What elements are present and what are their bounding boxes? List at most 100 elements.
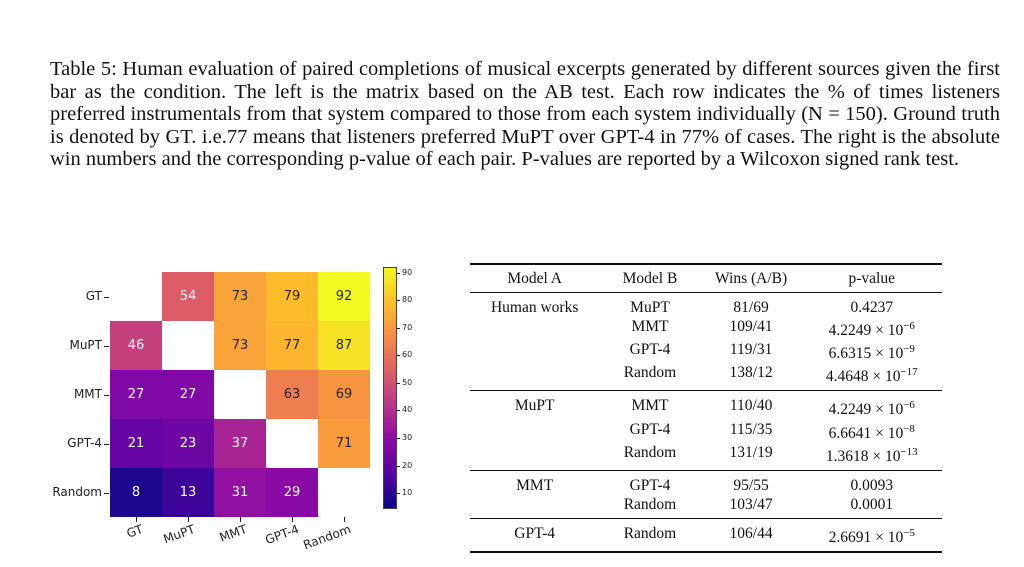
table-row: Random 131/19 1.3618 × 10−13 bbox=[470, 443, 942, 471]
cell-p-value: 4.4648 × 10−17 bbox=[825, 366, 918, 386]
cell-model-b: GPT-4 bbox=[629, 476, 671, 494]
table-row: MMT GPT-4 95/55 0.0093 bbox=[470, 470, 942, 495]
heatmap-row-label: Random bbox=[52, 484, 102, 499]
heatmap-row-label: GT bbox=[85, 288, 102, 303]
heatmap-x-tick bbox=[136, 517, 137, 522]
heatmap-cell bbox=[110, 272, 162, 321]
table-row: GPT-4 Random 106/44 2.6691 × 10−5 bbox=[470, 518, 942, 552]
heatmap-grid: 54 73 79 92 46 73 77 87 27 27 63 69 21 23 37 71 8 13 31 29 bbox=[110, 272, 370, 517]
heatmap-cell: 54 bbox=[162, 272, 214, 321]
cell-wins: 115/35 bbox=[729, 420, 773, 438]
heatmap-cell: 27 bbox=[110, 370, 162, 419]
cell-p-value: 4.2249 × 10−6 bbox=[828, 399, 915, 419]
cell-model-a: Human works bbox=[490, 299, 579, 316]
cell-model-a bbox=[470, 420, 599, 443]
heatmap-row-label: MuPT bbox=[69, 337, 102, 352]
cell-model-b: MuPT bbox=[630, 299, 670, 316]
colorbar-tick-label: 10 bbox=[402, 488, 413, 498]
cell-model-a bbox=[470, 317, 599, 340]
colorbar-tick-label: 80 bbox=[402, 295, 413, 305]
colorbar-tick-label: 40 bbox=[402, 405, 413, 415]
heatmap-cell bbox=[214, 370, 266, 419]
heatmap-x-tick bbox=[188, 517, 189, 522]
heatmap-cell: 92 bbox=[318, 272, 370, 321]
cell-p-value: 4.2249 × 10−6 bbox=[828, 320, 915, 340]
cell-model-a bbox=[470, 495, 599, 519]
colorbar-tick-label: 20 bbox=[402, 460, 413, 470]
cell-model-b: MMT bbox=[631, 318, 669, 335]
cell-model-b: GPT-4 bbox=[629, 420, 671, 438]
colorbar-tick bbox=[396, 465, 400, 467]
heatmap-cell: 69 bbox=[318, 370, 370, 419]
cell-wins: 131/19 bbox=[729, 443, 773, 461]
colorbar-tick-label: 70 bbox=[402, 322, 413, 332]
heatmap-x-tick bbox=[344, 517, 345, 522]
cell-p-value: 2.6691 × 10−5 bbox=[828, 526, 915, 547]
heatmap-cell: 63 bbox=[266, 370, 318, 419]
table-row: MuPT MMT 110/40 4.2249 × 10−6 bbox=[470, 390, 942, 420]
heatmap-cell bbox=[318, 468, 370, 517]
colorbar-tick bbox=[396, 272, 400, 274]
cell-wins: 109/41 bbox=[729, 318, 773, 335]
heatmap-y-tick bbox=[104, 394, 109, 396]
heatmap-y-tick bbox=[104, 345, 109, 347]
cell-model-b: Random bbox=[623, 364, 677, 382]
table-row: GPT-4 115/35 6.6641 × 10−8 bbox=[470, 420, 942, 443]
heatmap-cell: 21 bbox=[110, 419, 162, 468]
colorbar bbox=[383, 267, 397, 509]
colorbar-tick-label: 60 bbox=[402, 350, 413, 360]
cell-model-b: Random bbox=[623, 495, 677, 513]
table-row: Random 103/47 0.0001 bbox=[470, 495, 942, 519]
table-row: MMT 109/41 4.2249 × 10−6 bbox=[470, 317, 942, 340]
heatmap-cell: 37 bbox=[214, 419, 266, 468]
heatmap-cell: 13 bbox=[162, 468, 214, 517]
cell-wins: 103/47 bbox=[729, 495, 773, 513]
heatmap-cell bbox=[266, 419, 318, 468]
results-table: Model A Model B Wins (A/B) p-value Human… bbox=[470, 263, 942, 553]
cell-model-a: MuPT bbox=[514, 397, 555, 415]
colorbar-tick bbox=[396, 410, 400, 412]
heatmap-x-tick bbox=[292, 517, 293, 522]
header-model-b: Model B bbox=[622, 270, 678, 287]
heatmap-cell bbox=[162, 321, 214, 370]
cell-p-value: 0.4237 bbox=[850, 299, 894, 316]
heatmap-cell: 79 bbox=[266, 272, 318, 321]
p-value-exponent: −8 bbox=[903, 422, 915, 435]
heatmap-cell: 31 bbox=[214, 468, 266, 517]
p-value-exponent: −6 bbox=[903, 320, 915, 332]
cell-wins: 138/12 bbox=[729, 364, 773, 382]
cell-model-b: Random bbox=[623, 443, 677, 461]
heatmap-cell: 8 bbox=[110, 468, 162, 517]
cell-wins: 95/55 bbox=[733, 476, 769, 494]
heatmap-cell: 27 bbox=[162, 370, 214, 419]
heatmap-cell: 46 bbox=[110, 321, 162, 370]
heatmap-cell: 77 bbox=[266, 321, 318, 370]
table-body: Human works MuPT 81/69 0.4237 MMT 109/41 4.224… bbox=[470, 292, 942, 553]
p-value-exponent: −5 bbox=[903, 526, 915, 539]
colorbar-tick bbox=[396, 355, 400, 357]
colorbar-tick bbox=[396, 382, 400, 384]
cell-p-value: 6.6315 × 10−9 bbox=[828, 343, 915, 363]
colorbar-tick-label: 30 bbox=[402, 433, 413, 443]
header-model-a: Model A bbox=[507, 270, 562, 287]
cell-wins: 119/31 bbox=[729, 341, 773, 359]
colorbar-tick bbox=[396, 438, 400, 440]
colorbar-tick-label: 50 bbox=[402, 377, 413, 387]
p-value-exponent: −13 bbox=[900, 445, 918, 458]
cell-wins: 81/69 bbox=[733, 299, 769, 316]
colorbar-tick-label: 90 bbox=[402, 267, 413, 277]
heatmap-cell: 71 bbox=[318, 419, 370, 468]
colorbar-tick bbox=[396, 300, 400, 302]
table-row: Random 138/12 4.4648 × 10−17 bbox=[470, 363, 942, 391]
heatmap-row-label: MMT bbox=[73, 386, 102, 401]
heatmap-cell: 29 bbox=[266, 468, 318, 517]
heatmap-row-label: GPT-4 bbox=[67, 435, 102, 450]
cell-model-b: Random bbox=[623, 524, 677, 542]
colorbar-tick bbox=[396, 327, 400, 329]
p-value-exponent: −9 bbox=[903, 343, 915, 356]
heatmap-y-tick bbox=[104, 296, 109, 298]
p-value-exponent: −6 bbox=[903, 399, 915, 412]
cell-model-a: GPT-4 bbox=[514, 524, 556, 542]
heatmap-figure: GT MuPT MMT GPT-4 Random 54 73 79 92 46 73 77 87 27 2… bbox=[0, 260, 420, 560]
cell-p-value: 1.3618 × 10−13 bbox=[825, 445, 918, 465]
